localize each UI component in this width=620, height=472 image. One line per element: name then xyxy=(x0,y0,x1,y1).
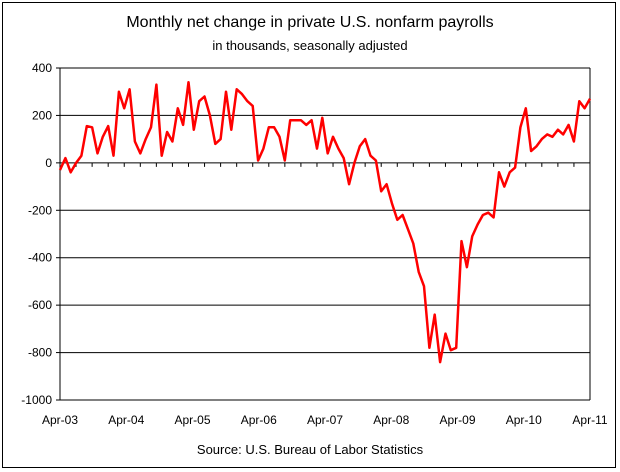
chart-frame xyxy=(2,2,616,468)
y-tick-label: -600 xyxy=(28,298,52,312)
y-tick-label: 0 xyxy=(45,156,52,170)
chart-subtitle: in thousands, seasonally adjusted xyxy=(212,38,408,53)
x-tick-label: Apr-07 xyxy=(307,413,343,427)
x-tick-label: Apr-08 xyxy=(373,413,409,427)
y-tick-label: -1000 xyxy=(21,393,52,407)
y-tick-label: -200 xyxy=(28,203,52,217)
y-tick-label: 400 xyxy=(32,61,52,75)
chart-source: Source: U.S. Bureau of Labor Statistics xyxy=(196,442,424,457)
x-tick-label: Apr-11 xyxy=(572,413,607,427)
y-tick-label: -400 xyxy=(28,251,52,265)
x-tick-label: Apr-04 xyxy=(108,413,144,427)
chart-title: Monthly net change in private U.S. nonfa… xyxy=(126,14,494,31)
y-tick-label: -800 xyxy=(28,346,52,360)
series-line xyxy=(58,80,592,364)
x-tick-label: Apr-10 xyxy=(506,413,542,427)
x-tick-label: Apr-03 xyxy=(42,413,78,427)
x-tick-label: Apr-06 xyxy=(241,413,277,427)
x-tick-label: Apr-05 xyxy=(174,413,210,427)
y-tick-label: 200 xyxy=(32,108,52,122)
x-tick-label: Apr-09 xyxy=(439,413,475,427)
